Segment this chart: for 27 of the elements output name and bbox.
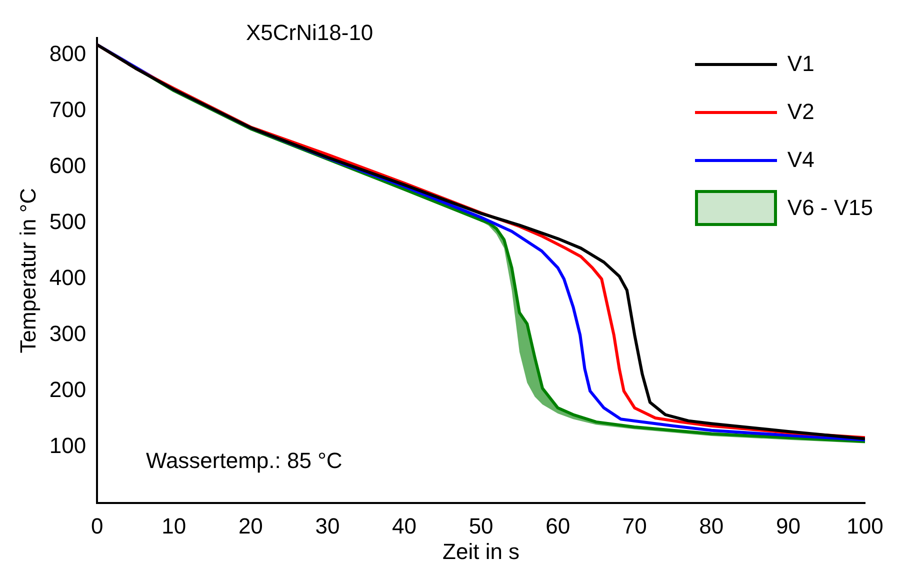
x-tick-label: 10 (162, 513, 186, 538)
y-tick-label: 500 (49, 209, 86, 234)
annotation: Wassertemp.: 85 °C (146, 448, 342, 474)
x-tick-label: 50 (468, 513, 494, 538)
legend-label: V2 (787, 99, 814, 125)
x-tick-label: 80 (699, 513, 724, 538)
y-tick-label: 800 (49, 40, 86, 66)
chart-title: X5CrNi18-10 (246, 20, 374, 46)
x-tick-label: 90 (776, 513, 800, 538)
x-tick-label: 0 (90, 513, 104, 538)
y-tick-label: 700 (49, 96, 86, 122)
y-tick-label: 100 (49, 433, 86, 458)
y-tick-label: 200 (49, 377, 86, 402)
y-tick-label: 300 (49, 321, 86, 346)
legend-label: V1 (787, 51, 814, 77)
x-tick-label: 20 (238, 513, 263, 538)
y-axis-title: Temperatur in °C (15, 188, 40, 354)
x-tick-label: 100 (846, 513, 884, 538)
x-tick-label: 70 (622, 513, 647, 538)
y-tick-label: 400 (49, 265, 86, 290)
x-tick-label: 30 (315, 513, 340, 538)
x-tick-label: 40 (392, 513, 417, 538)
x-tick-label: 60 (546, 513, 570, 538)
x-axis-title: Zeit in s (442, 538, 520, 564)
legend-label: V4 (787, 147, 814, 173)
y-tick-label: 600 (49, 152, 86, 178)
legend-label: V6 - V15 (787, 195, 873, 221)
